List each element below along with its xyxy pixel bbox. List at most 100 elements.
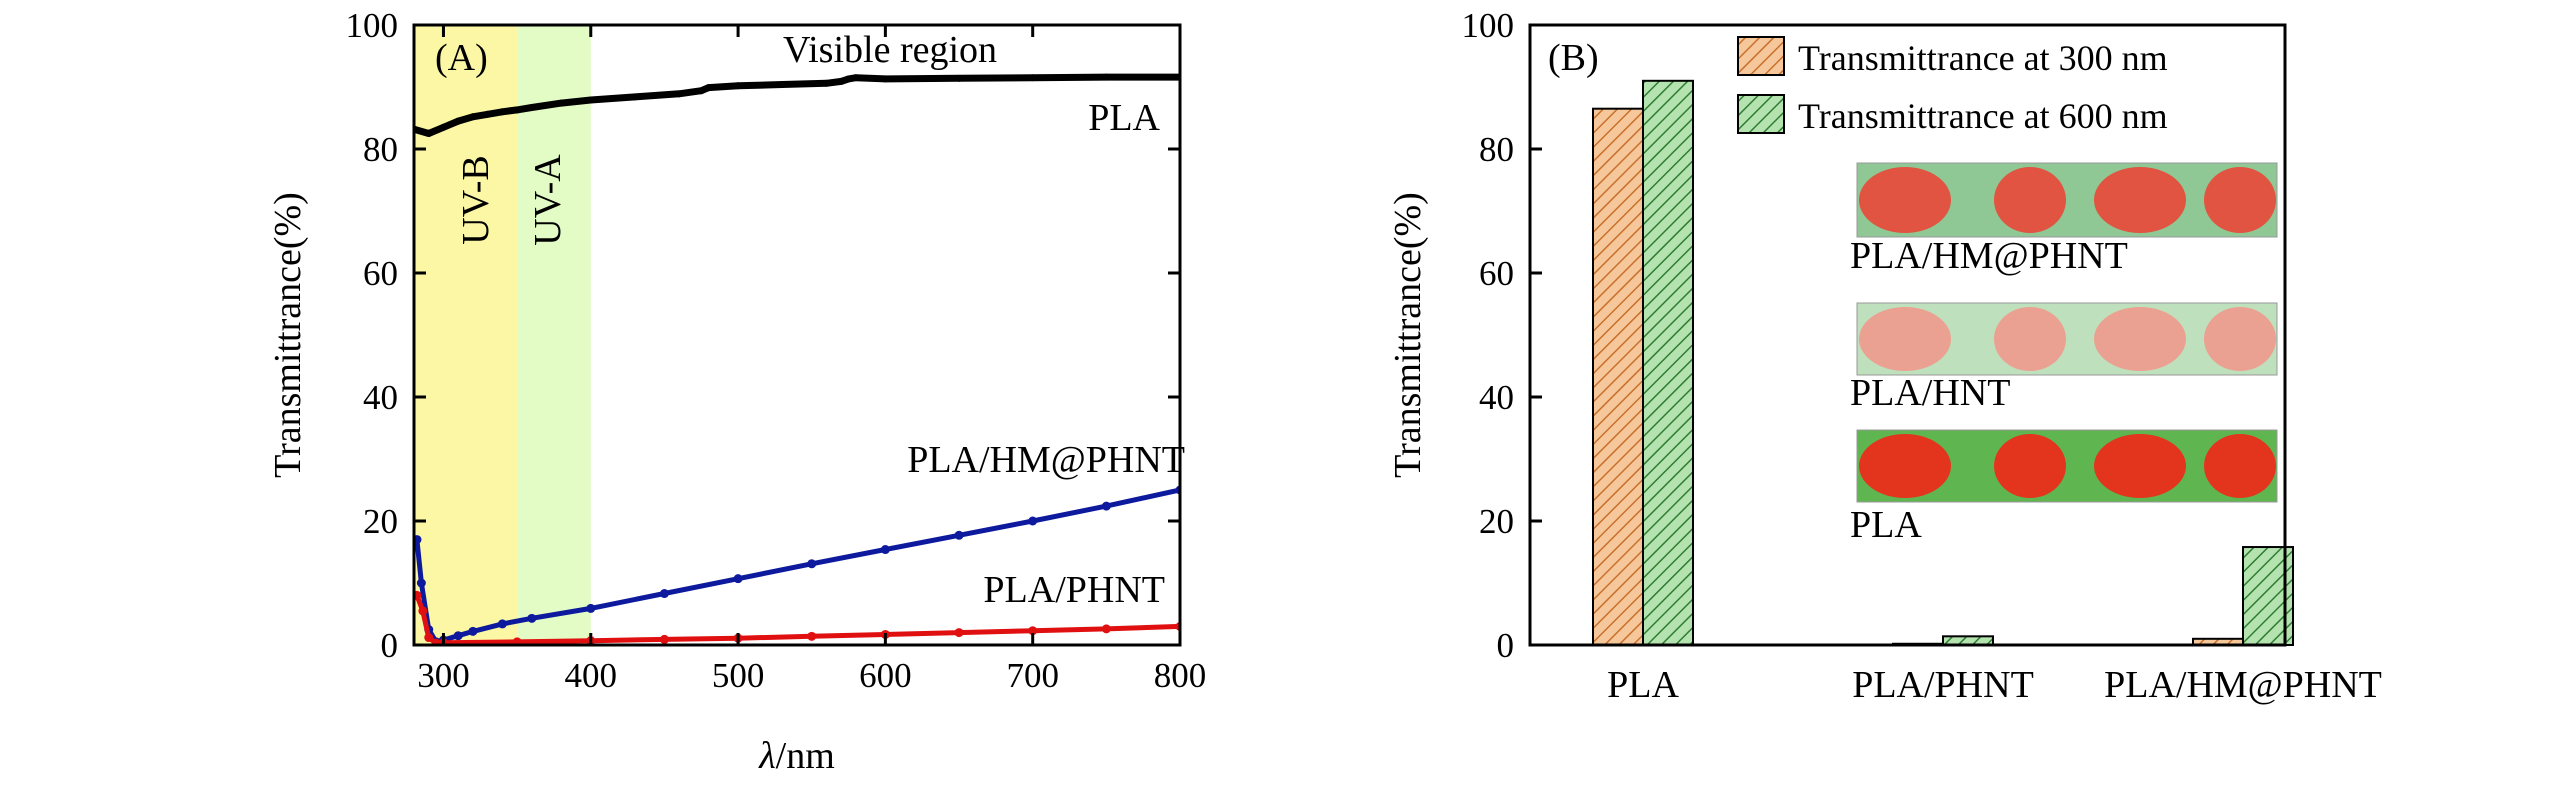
rose-shape <box>2204 307 2276 371</box>
photo-insets: PLA/HM@PHNT PLA/HNT PLA <box>1850 162 2278 546</box>
bar-pla-transmittrance-at-300-nm <box>1592 107 1644 646</box>
data-point-pla <box>425 130 433 137</box>
y-tick-label: 20 <box>363 502 398 541</box>
data-point-pla <box>955 74 963 82</box>
data-point-pla <box>1102 73 1110 81</box>
data-point-pla-hm-phnt <box>527 613 537 623</box>
panel-label-a: (A) <box>435 37 488 79</box>
data-point-pla <box>837 77 845 85</box>
data-point-pla <box>778 81 786 89</box>
data-point-pla <box>498 108 506 116</box>
data-point-pla <box>469 113 477 121</box>
rose-shape <box>1859 307 1951 371</box>
data-point-pla-phnt <box>414 590 422 600</box>
data-point-pla-hm-phnt <box>1101 501 1111 511</box>
data-point-pla-phnt <box>431 638 441 645</box>
inset-label-pla-hnt: PLA/HNT <box>1850 372 2010 414</box>
legend-label-600nm: Transmittrance at 600 nm <box>1798 96 2168 136</box>
rose-shape <box>2094 167 2186 233</box>
data-point-pla <box>439 123 447 131</box>
axis-ticks-a: 0 20 40 60 80 100 300 400 500 600 700 800 <box>346 6 1207 695</box>
data-point-pla <box>705 84 713 92</box>
region-label-uvb: UV-B <box>455 155 497 244</box>
data-point-pla-hm-phnt <box>880 545 890 555</box>
data-point-pla <box>697 87 705 95</box>
data-point-pla <box>822 79 830 87</box>
data-point-pla <box>631 93 639 101</box>
y-tick-label: 40 <box>1479 378 1514 417</box>
data-point-pla-phnt <box>1028 626 1038 636</box>
inset-label-pla-hm-phnt: PLA/HM@PHNT <box>1850 235 2128 277</box>
legend: Transmittrance at 300 nm Transmittrance … <box>1737 36 2168 136</box>
y-tick-label: 60 <box>363 254 398 293</box>
data-point-pla <box>454 117 462 125</box>
data-point-pla-phnt <box>1101 624 1111 634</box>
data-point-pla <box>734 82 742 90</box>
data-point-pla-phnt <box>659 634 669 644</box>
rose-shape <box>2094 434 2186 498</box>
x-axis-symbol: λ <box>758 735 775 777</box>
data-point-pla <box>845 75 853 83</box>
region-uv-b <box>414 25 518 645</box>
data-point-pla-hm-phnt <box>468 626 478 636</box>
data-point-pla-phnt <box>512 637 522 645</box>
legend-swatch-300nm <box>1737 36 1785 76</box>
data-point-pla <box>587 96 595 104</box>
axis-ticks-b: 0 20 40 60 80 100 PLA PLA/PHNT PLA/HM@PHNT <box>1462 6 2382 706</box>
data-point-pla-hm-phnt <box>453 631 463 641</box>
plot-frame-b <box>1528 23 2287 647</box>
rose-shape <box>2094 307 2186 371</box>
data-point-pla <box>675 90 683 98</box>
data-point-pla-hm-phnt <box>416 578 426 588</box>
x-tick-label: 300 <box>417 656 470 695</box>
region-label-uva: UV-A <box>527 154 569 246</box>
data-point-pla-hm-phnt <box>1028 516 1038 526</box>
data-point-pla <box>852 74 860 82</box>
inset-photo-pla-hm-phnt <box>1856 162 2278 238</box>
x-axis-unit: /nm <box>776 735 835 777</box>
series-label-pla-hm-phnt: PLA/HM@PHNT <box>907 439 1185 481</box>
data-point-pla-phnt <box>424 633 434 643</box>
inset-photo-pla-hnt <box>1856 302 2278 376</box>
data-point-pla-hm-phnt <box>954 530 964 540</box>
y-tick-label: 40 <box>363 378 398 417</box>
data-point-pla-phnt <box>807 631 817 641</box>
legend-label-300nm: Transmittrance at 300 nm <box>1798 38 2168 78</box>
y-axis-label-b: Transmittrance(%) <box>1387 192 1429 478</box>
y-tick-label: 60 <box>1479 254 1514 293</box>
uv-regions <box>414 25 591 645</box>
bar-pla-transmittrance-at-600-nm <box>1642 79 1694 647</box>
x-tick-label: 800 <box>1154 656 1207 695</box>
legend-swatch-600nm <box>1737 94 1785 134</box>
category-label-pla-hm-phnt: PLA/HM@PHNT <box>2104 664 2382 706</box>
series-label-pla: PLA <box>1088 97 1160 139</box>
panel-label-b: (B) <box>1548 37 1599 79</box>
x-tick-label: 700 <box>1006 656 1059 695</box>
region-uv-a <box>517 25 591 645</box>
rose-shape <box>2204 434 2276 498</box>
x-tick-label: 500 <box>712 656 765 695</box>
data-point-pla <box>881 75 889 83</box>
rose-shape <box>1994 307 2066 371</box>
data-point-pla-hm-phnt <box>497 619 507 629</box>
y-tick-label: 0 <box>1497 626 1515 665</box>
rose-shape <box>1859 167 1951 233</box>
data-point-pla-phnt <box>418 606 428 616</box>
inset-label-pla: PLA <box>1850 504 1922 546</box>
plot-frame-a <box>412 23 1182 647</box>
data-point-pla-phnt <box>954 628 964 638</box>
y-tick-label: 0 <box>381 626 399 665</box>
y-tick-label: 20 <box>1479 502 1514 541</box>
y-axis-label-a: Transmittrance(%) <box>267 192 309 478</box>
rose-shape <box>2204 167 2276 233</box>
data-point-pla <box>557 99 565 107</box>
data-point-pla-hm-phnt <box>586 603 596 613</box>
visible-region-label: Visible region <box>783 29 997 71</box>
rose-shape <box>1994 167 2066 233</box>
rose-shape <box>1859 434 1951 498</box>
y-tick-label: 80 <box>363 130 398 169</box>
y-tick-label: 100 <box>1462 6 1515 45</box>
category-label-pla-phnt: PLA/PHNT <box>1852 664 2034 706</box>
data-point-pla-hm-phnt <box>659 589 669 599</box>
